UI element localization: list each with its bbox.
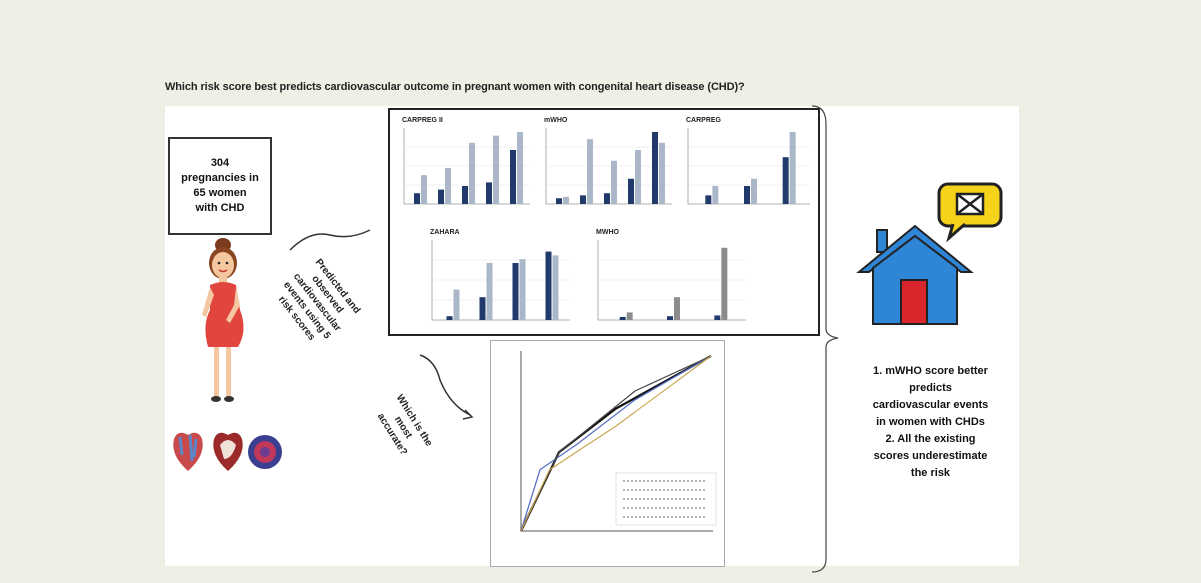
bar [512, 263, 519, 320]
pregnant-woman-icon [202, 238, 244, 402]
bar [563, 196, 569, 204]
bar-chart-4: ZAHARA [424, 226, 574, 328]
bar [421, 175, 427, 204]
bar [414, 193, 420, 204]
roc-curve-chart [490, 340, 725, 567]
bar [517, 132, 523, 204]
bar [744, 186, 750, 204]
bar [479, 297, 486, 320]
page-title: Which risk score best predicts cardiovas… [165, 81, 745, 93]
bar [587, 139, 593, 204]
chart-title: CARPREG II [402, 117, 443, 124]
bar [486, 263, 493, 320]
bar [556, 198, 562, 204]
chart-title: mWHO [544, 117, 568, 124]
cohort-line: 304 [210, 157, 230, 169]
chart-axis [687, 128, 810, 205]
bar [611, 160, 617, 204]
bar [438, 189, 444, 204]
house-icon [856, 224, 974, 325]
cohort-box: 304 pregnancies in 65 women with CHD [168, 137, 272, 235]
bar [519, 259, 526, 320]
chart-title: ZAHARA [430, 229, 460, 236]
roc-series-line [520, 355, 712, 532]
bar [652, 132, 658, 204]
bar-chart-3: CARPREG [680, 114, 814, 212]
bar [445, 168, 451, 204]
bar [659, 142, 665, 204]
cohort-line: pregnancies in [181, 172, 259, 184]
bar [446, 316, 453, 320]
bar [674, 297, 680, 320]
conclusion-line: in women with CHDs [876, 416, 985, 428]
cohort-line: with CHD [195, 202, 245, 214]
cohort-line: 65 women [193, 187, 247, 199]
conclusions: 1. mWHO score better predicts cardiovasc… [833, 363, 1028, 482]
bar [462, 186, 468, 204]
bar-chart-1: CARPREG II [396, 114, 534, 212]
bar [751, 178, 757, 204]
bar [604, 193, 610, 204]
conclusion-line: predicts [909, 382, 952, 394]
bar [493, 135, 499, 204]
chart-axis [597, 240, 746, 321]
roc-series-line [520, 355, 712, 532]
bar-chart-2: mWHO [538, 114, 676, 212]
bar [789, 132, 796, 204]
bar [545, 251, 552, 320]
bar-chart-5: MWHO [590, 226, 750, 328]
heart-anatomy-icon [173, 432, 282, 471]
bar [712, 186, 719, 204]
conclusion-line: scores underestimate [873, 450, 988, 462]
bar [510, 150, 516, 204]
bracket [811, 105, 839, 573]
bar [667, 316, 673, 320]
roc-series-line [520, 355, 712, 532]
bar [782, 157, 789, 204]
bar [619, 316, 626, 320]
bar [705, 195, 712, 204]
chart-title: MWHO [596, 229, 619, 236]
bar [635, 150, 641, 204]
conclusion-line: 2. All the existing [885, 433, 976, 445]
flow-arrows [289, 229, 474, 420]
bar [714, 315, 721, 320]
bar [552, 255, 559, 320]
conclusion-line: the risk [910, 467, 951, 479]
bar [469, 142, 475, 204]
bar [721, 247, 728, 320]
envelope-bubble-icon [937, 182, 1003, 242]
bar [453, 289, 460, 320]
risk-score-charts: CARPREG II mWHO CARPREG ZAHARA MWHO [388, 108, 820, 336]
bar [486, 182, 492, 204]
conclusion-line: 1. mWHO score better [873, 365, 988, 377]
bar [626, 312, 633, 320]
conclusion-line: cardiovascular events [872, 399, 989, 411]
bar [628, 178, 634, 204]
bar [580, 195, 586, 204]
chart-title: CARPREG [686, 117, 722, 124]
